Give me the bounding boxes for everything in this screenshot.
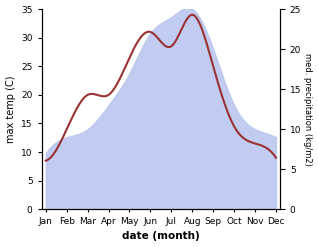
Y-axis label: max temp (C): max temp (C) [5, 75, 16, 143]
X-axis label: date (month): date (month) [122, 231, 200, 242]
Y-axis label: med. precipitation (kg/m2): med. precipitation (kg/m2) [303, 53, 313, 165]
